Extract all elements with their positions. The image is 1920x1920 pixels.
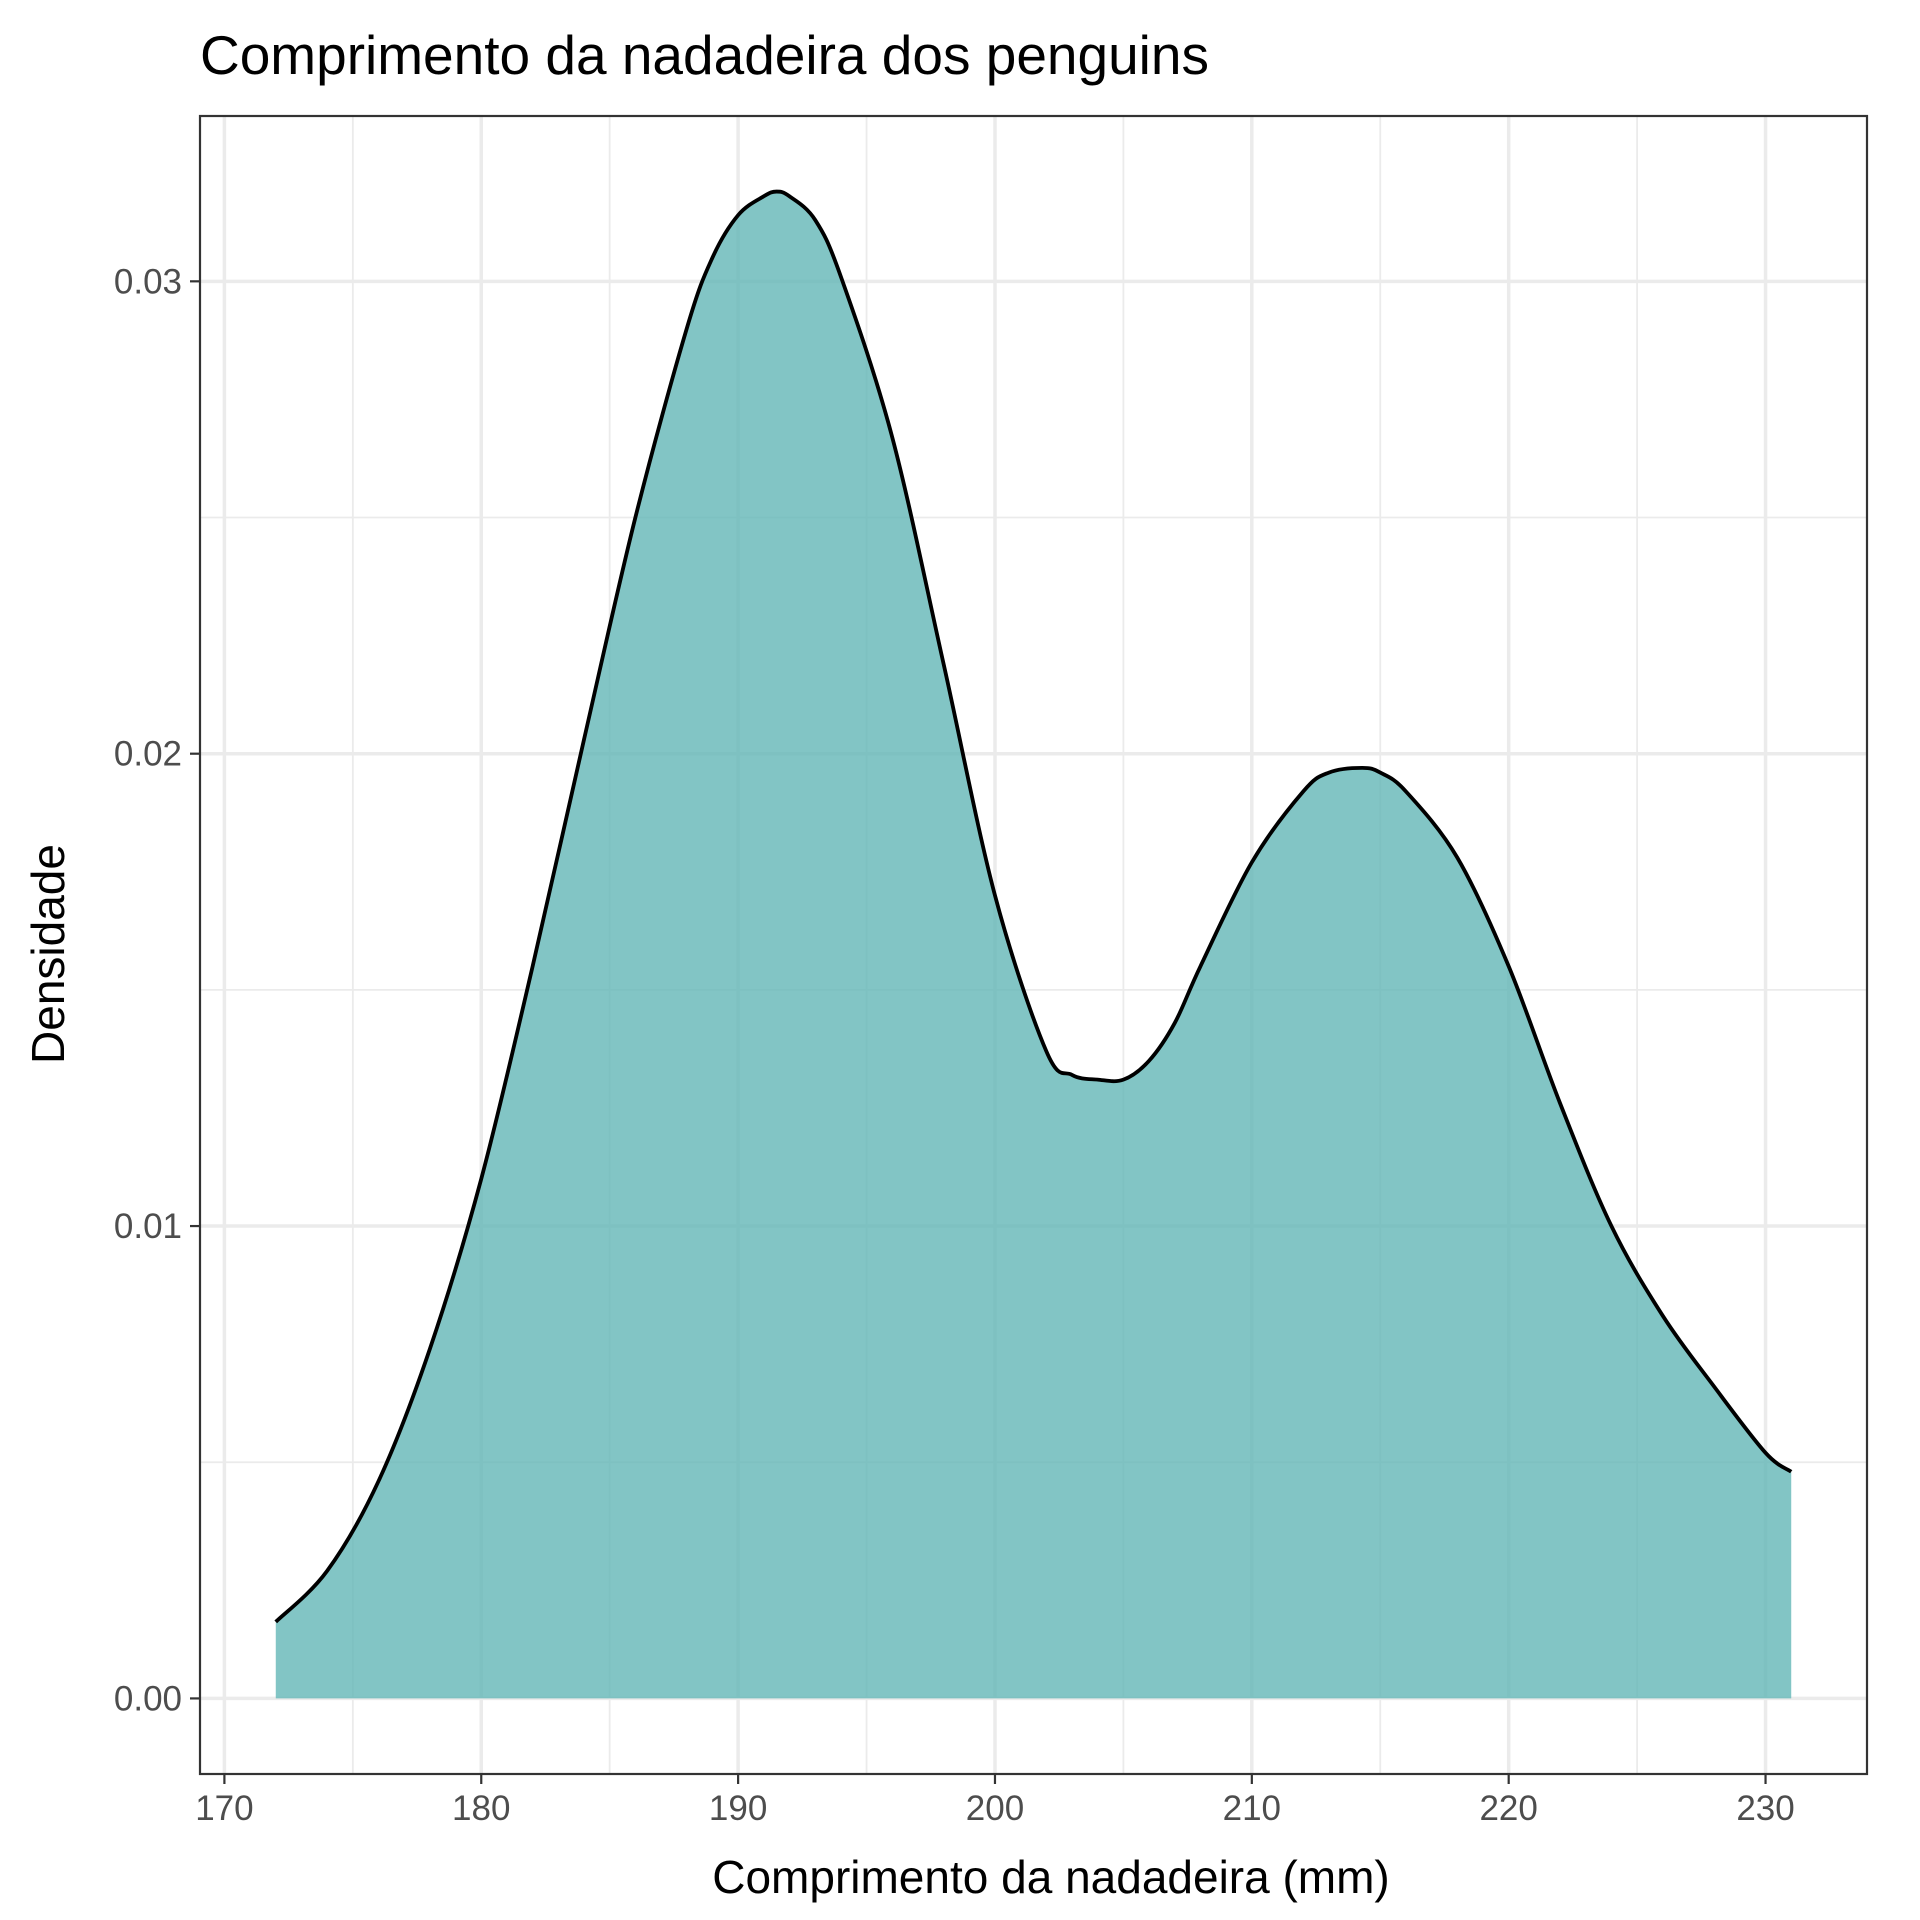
x-axis-title: Comprimento da nadadeira (mm) <box>712 1851 1390 1903</box>
y-tick-label: 0.02 <box>114 735 182 774</box>
y-tick-label: 0.01 <box>114 1207 182 1246</box>
x-tick-label: 170 <box>195 1789 253 1828</box>
x-tick-label: 220 <box>1479 1789 1537 1828</box>
y-axis: 0.00 0.01 0.02 0.03 <box>114 262 200 1718</box>
density-area <box>275 191 1792 1699</box>
x-tick-label: 210 <box>1223 1789 1281 1828</box>
density-curve <box>274 189 1793 1624</box>
x-tick-label: 180 <box>452 1789 510 1828</box>
x-tick-label: 200 <box>966 1789 1024 1828</box>
y-axis-title: Densidade <box>22 844 74 1064</box>
x-tick-label: 190 <box>709 1789 767 1828</box>
y-tick-label: 0.03 <box>114 262 182 301</box>
panel-border <box>198 114 1869 1776</box>
x-axis: 170 180 190 200 210 220 230 <box>195 1774 1795 1828</box>
plot-panel <box>198 114 1869 1776</box>
x-tick-label: 230 <box>1736 1789 1794 1828</box>
y-tick-label: 0.00 <box>114 1679 182 1718</box>
chart-title: Comprimento da nadadeira dos penguins <box>200 24 1209 86</box>
